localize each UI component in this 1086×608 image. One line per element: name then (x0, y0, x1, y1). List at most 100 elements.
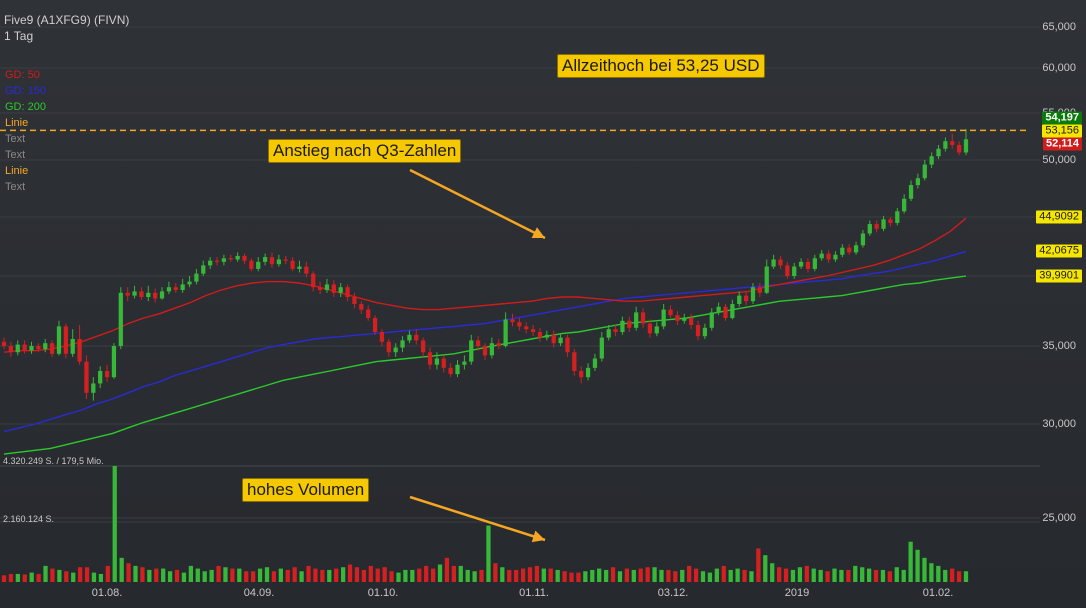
ma150-line (3, 250, 967, 433)
legend-item[interactable]: GD: 150 (5, 85, 46, 97)
volume-bar (57, 569, 62, 582)
volume-bar (257, 568, 263, 582)
candle-body (139, 291, 144, 297)
candle-body (262, 257, 268, 262)
volume-bar (742, 569, 747, 582)
candle-body (606, 329, 611, 338)
volume-bar (624, 568, 630, 582)
annotation-all-time-high[interactable]: Allzeithoch bei 53,25 USD (557, 54, 765, 78)
candle-body (235, 255, 240, 260)
legend-item[interactable]: Linie (5, 165, 29, 177)
volume-bar (486, 525, 491, 582)
volume-bar (181, 572, 187, 582)
volume-bar (603, 569, 609, 582)
candle-body (372, 318, 378, 332)
volume-bar (84, 567, 90, 582)
volume-bar (714, 568, 719, 582)
candle-body (153, 292, 158, 299)
volume-bar (908, 541, 913, 582)
q3-arrow-head (531, 227, 545, 238)
candle-body (132, 291, 137, 296)
volume-bar (880, 569, 886, 582)
volume-bar (430, 568, 436, 582)
volume-bar (860, 567, 865, 582)
candle-body (317, 287, 323, 290)
volume-bar (825, 571, 830, 582)
volume-bar (693, 568, 699, 582)
candle-body (269, 257, 275, 265)
legend-item[interactable]: Text (5, 133, 26, 145)
legend-item[interactable]: Text (5, 181, 26, 193)
volume-bar (811, 568, 816, 582)
volume-bar (936, 565, 941, 582)
candle-body (936, 148, 941, 157)
candle-body (950, 141, 955, 145)
legend-item[interactable]: Text (5, 149, 26, 161)
volume-bar (327, 569, 332, 582)
candle-body (482, 346, 488, 356)
volume-bar (597, 568, 602, 582)
legend-item[interactable]: GD: 50 (5, 69, 40, 81)
volume-bar (209, 569, 214, 582)
volume-arrow (409, 495, 546, 542)
candle-body (462, 361, 467, 365)
candle-body (798, 261, 804, 267)
candle-body (84, 361, 89, 393)
volume-bar (956, 571, 962, 582)
legend-item[interactable]: Linie (5, 117, 29, 129)
volume-bar (507, 569, 512, 582)
volume-bar (91, 572, 97, 582)
chart-header: Five9 (A1XFG9) (FIVN) 1 Tag (4, 12, 129, 44)
volume-bar (403, 569, 408, 582)
volume-bar (680, 569, 685, 582)
candle-body (407, 334, 412, 341)
x-tick-label: 01.11. (519, 587, 549, 599)
volume-bar (354, 567, 360, 582)
annotation-high-volume[interactable]: hohes Volumen (242, 478, 370, 502)
volume-bar (804, 565, 809, 582)
candle-body (503, 319, 508, 346)
candle-body (585, 367, 591, 378)
volume-bar (638, 568, 643, 582)
candle-body (29, 346, 34, 351)
volume-bar (853, 565, 858, 582)
volume-bar (15, 573, 20, 582)
candle-body (524, 326, 529, 330)
indicator-legend: GD: 50 GD: 150 GD: 200 Linie Text Text Linie Te… (5, 67, 46, 195)
volume-bar (700, 571, 706, 582)
candle-body (867, 224, 872, 234)
candle-body (242, 255, 247, 261)
volume-bar (223, 567, 228, 582)
candle-body (689, 318, 694, 325)
volume-mid-label: 2.160.124 S. (3, 514, 55, 524)
candle-body (297, 266, 302, 269)
candle-body (908, 185, 914, 199)
candle-body (146, 292, 151, 297)
volume-bar (721, 565, 726, 582)
volume-bar (479, 569, 484, 582)
volume-bar (154, 568, 159, 582)
volume-bar (64, 571, 69, 582)
volume-bar (569, 572, 574, 582)
volume-bar (783, 568, 789, 582)
candle-body (49, 343, 55, 354)
candle-body (400, 340, 405, 348)
volume-bar (500, 567, 505, 582)
volume-bar (922, 557, 927, 582)
volume-bar (950, 568, 955, 582)
volume-bar (237, 568, 242, 582)
legend-item[interactable]: GD: 200 (5, 101, 46, 113)
candle-body (91, 383, 96, 393)
volume-bar (901, 569, 906, 582)
volume-bar (728, 569, 733, 582)
volume-bar (140, 567, 145, 582)
candle-body (723, 306, 728, 318)
candle-body (311, 273, 316, 288)
volume-bar (417, 568, 422, 582)
candle-body (860, 233, 866, 246)
candle-body (8, 346, 14, 353)
candle-body (304, 266, 309, 274)
candle-body (517, 322, 522, 327)
annotation-q3-rise[interactable]: Anstieg nach Q3-Zahlen (268, 139, 462, 163)
volume-bar (389, 571, 394, 582)
